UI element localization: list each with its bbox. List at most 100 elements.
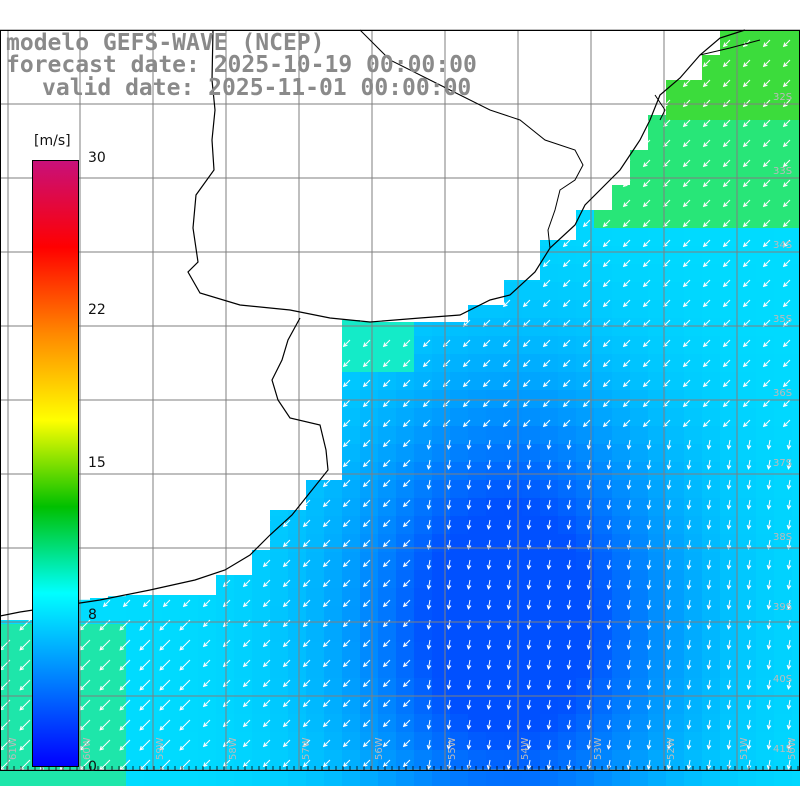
wind-speed-cell	[774, 750, 792, 768]
wind-speed-cell	[126, 768, 144, 786]
wind-arrow	[686, 459, 692, 470]
wind-speed-cell	[540, 606, 558, 624]
wind-arrow	[782, 79, 791, 88]
wind-arrow	[566, 739, 572, 750]
wind-arrow	[322, 419, 331, 428]
wind-speed-cell	[288, 570, 306, 588]
wind-speed-cell	[216, 678, 234, 696]
wind-arrow	[582, 419, 591, 428]
wind-speed-cell	[756, 48, 774, 66]
wind-speed-cell	[504, 372, 522, 390]
wind-arrow	[706, 679, 712, 690]
wind-speed-cell	[378, 462, 396, 480]
wind-arrow	[362, 699, 371, 708]
wind-speed-cell	[648, 210, 666, 228]
wind-speed-cell	[342, 354, 360, 372]
wind-arrow	[179, 699, 191, 711]
wind-speed-field	[0, 30, 800, 786]
wind-speed-cell	[324, 714, 342, 732]
wind-speed-cell	[468, 444, 486, 462]
wind-arrow	[466, 599, 472, 610]
wind-speed-cell	[774, 336, 792, 354]
colorbar-tick-30: 30	[88, 150, 106, 166]
wind-arrow	[742, 179, 751, 188]
wind-arrow	[586, 699, 592, 710]
wind-arrow	[686, 499, 692, 510]
wind-arrow	[706, 619, 712, 630]
wind-speed-cell	[738, 282, 756, 300]
wind-arrow	[99, 699, 111, 711]
wind-arrow	[506, 599, 512, 610]
wind-arrow	[522, 299, 531, 308]
wind-arrow	[342, 459, 351, 468]
wind-speed-cell	[558, 516, 576, 534]
wind-speed-cell	[18, 624, 36, 642]
wind-arrow	[602, 199, 611, 208]
wind-arrow	[202, 579, 211, 588]
wind-speed-cell	[576, 606, 594, 624]
wind-speed-cell	[486, 696, 504, 714]
wind-arrow	[782, 239, 791, 248]
wind-speed-cell	[378, 606, 396, 624]
wind-speed-cell	[612, 426, 630, 444]
wind-arrow	[342, 559, 351, 568]
wind-speed-cell	[792, 444, 800, 462]
wind-arrow	[762, 119, 771, 128]
wind-arrow	[466, 539, 472, 550]
wind-speed-cell	[396, 588, 414, 606]
wind-speed-cell	[306, 660, 324, 678]
wind-arrow	[722, 299, 731, 308]
wind-speed-cell	[126, 606, 144, 624]
wind-speed-cell	[108, 714, 126, 732]
wind-arrow	[766, 439, 772, 450]
wind-speed-cell	[342, 426, 360, 444]
wind-arrow	[546, 639, 552, 650]
wind-speed-cell	[702, 192, 720, 210]
wind-speed-cell	[522, 280, 540, 282]
wind-arrow	[682, 299, 691, 308]
coastline-lagoon	[654, 39, 761, 121]
wind-speed-cell	[90, 606, 108, 624]
wind-speed-cell	[504, 696, 522, 714]
wind-speed-cell	[414, 354, 432, 372]
wind-speed-cell	[684, 264, 702, 282]
wind-speed-cell	[468, 372, 486, 390]
wind-speed-cell	[558, 390, 576, 408]
wind-arrow	[466, 699, 472, 710]
wind-arrow	[742, 199, 751, 208]
wind-arrow	[606, 619, 612, 630]
wind-speed-cell	[612, 210, 630, 228]
wind-speed-cell	[504, 714, 522, 732]
wind-speed-cell	[450, 462, 468, 480]
wind-speed-cell	[324, 732, 342, 750]
wind-speed-cell	[792, 408, 800, 426]
wind-arrow	[686, 679, 692, 690]
wind-arrow	[722, 279, 731, 288]
wind-speed-cell	[450, 678, 468, 696]
wind-speed-cell	[306, 552, 324, 570]
wind-speed-cell	[324, 660, 342, 678]
wind-speed-cell	[432, 606, 450, 624]
wind-speed-cell	[630, 480, 648, 498]
wind-speed-cell	[414, 322, 432, 336]
wind-arrow	[682, 419, 691, 428]
wind-speed-cell	[468, 390, 486, 408]
wind-arrow	[722, 179, 731, 188]
wind-arrow	[382, 419, 391, 428]
wind-arrow	[466, 739, 472, 750]
wind-arrow	[726, 679, 732, 690]
wind-arrow	[606, 679, 612, 690]
lat-label: 35S	[773, 314, 792, 325]
wind-arrow	[626, 479, 632, 490]
colorbar-tick-15: 15	[88, 455, 106, 471]
wind-speed-cell	[594, 696, 612, 714]
wind-arrow	[486, 499, 492, 510]
wind-arrow	[762, 179, 771, 188]
wind-speed-cell	[450, 642, 468, 660]
wind-speed-cell	[252, 696, 270, 714]
wind-arrow	[322, 519, 331, 528]
wind-speed-cell	[198, 732, 216, 750]
wind-speed-cell	[540, 336, 558, 354]
wind-speed-cell	[792, 516, 800, 534]
wind-arrow	[342, 399, 351, 408]
